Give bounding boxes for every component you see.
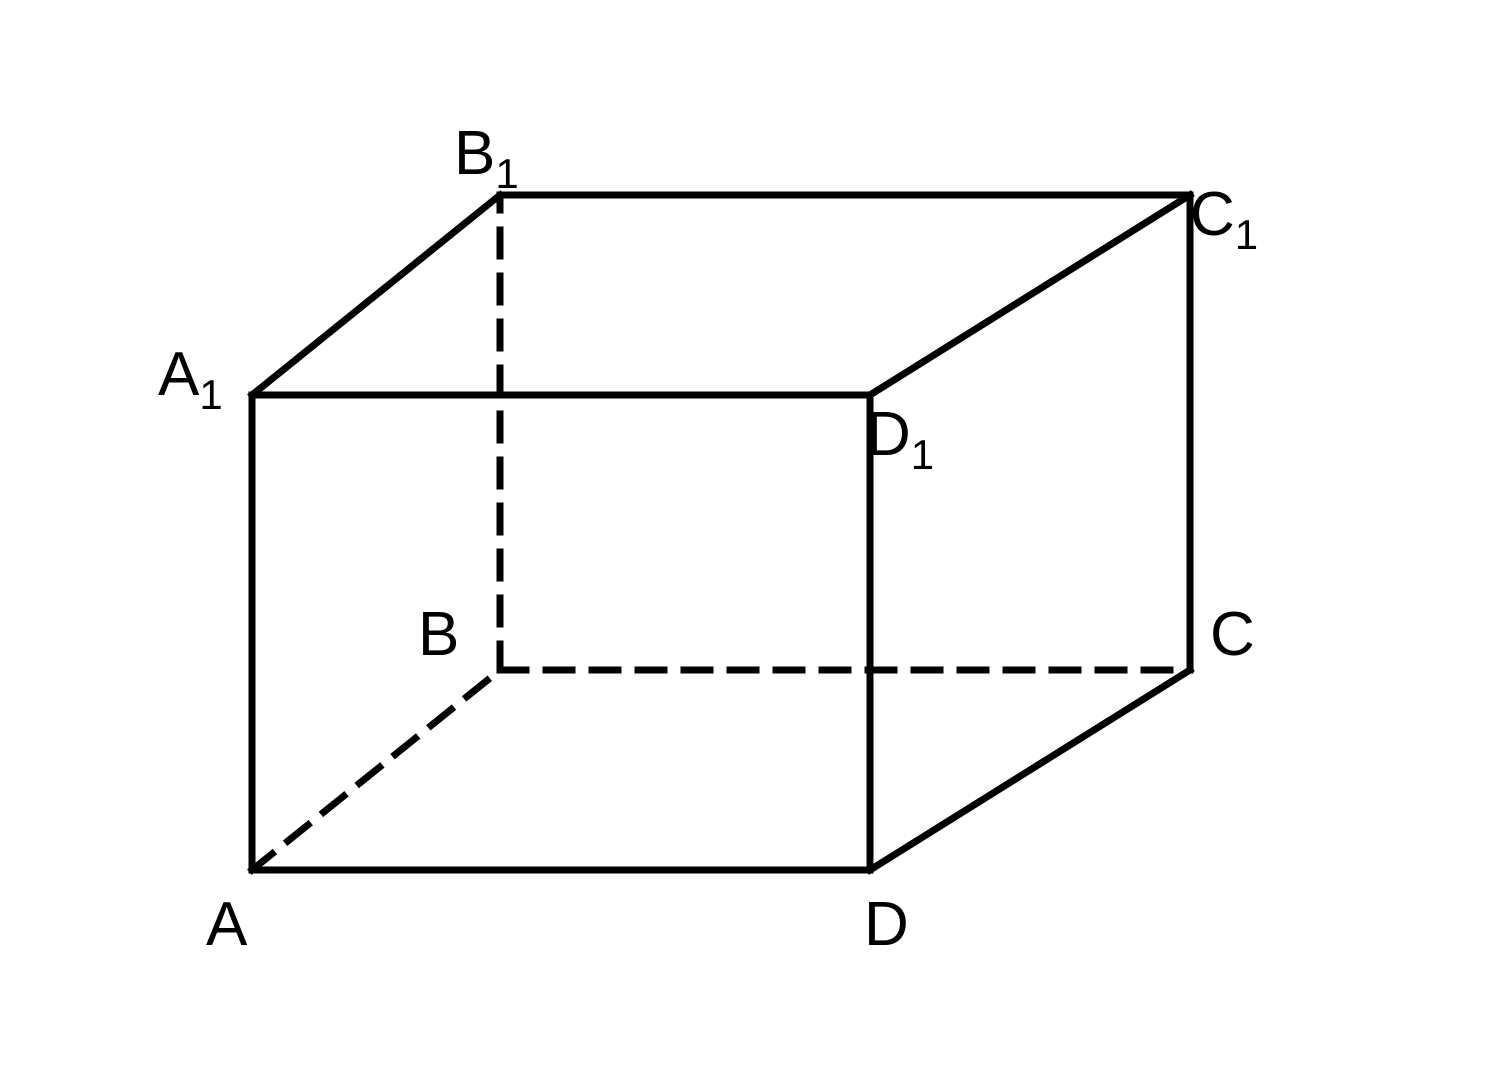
label-A1: A1 (158, 340, 223, 418)
label-D: D (864, 890, 909, 959)
edges-group (252, 195, 1190, 870)
label-B1: B1 (454, 119, 519, 197)
edge-D-C (870, 670, 1190, 870)
label-C: C (1210, 600, 1255, 669)
edge-A1-B1 (252, 195, 500, 395)
label-A: A (206, 890, 248, 959)
labels-group: A D B C A1 D1 B1 C1 (158, 119, 1258, 959)
label-B: B (418, 600, 459, 669)
edge-D1-C1 (870, 195, 1190, 395)
prism-diagram: A D B C A1 D1 B1 C1 (0, 0, 1500, 1068)
label-D1: D1 (866, 400, 934, 478)
label-C1: C1 (1190, 180, 1258, 258)
edge-A-B (252, 670, 500, 870)
